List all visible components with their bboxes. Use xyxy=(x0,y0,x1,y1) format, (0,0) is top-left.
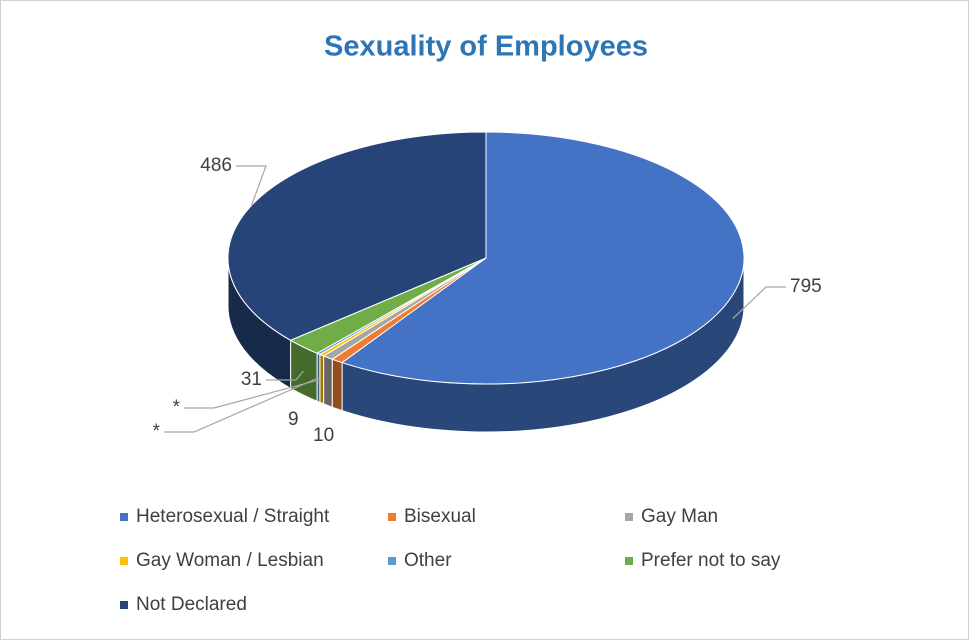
chart-title: Sexuality of Employees xyxy=(324,31,648,63)
legend-marker xyxy=(625,513,633,521)
legend-marker xyxy=(120,513,128,521)
leader-line xyxy=(184,378,322,409)
legend-marker xyxy=(120,601,128,609)
data-label: * xyxy=(173,397,181,418)
legend-label: Prefer not to say xyxy=(641,550,781,571)
data-label: 486 xyxy=(200,155,232,176)
legend-label: Gay Woman / Lesbian xyxy=(136,550,324,571)
legend-label: Not Declared xyxy=(136,594,247,615)
leader-line xyxy=(236,165,267,206)
leader-line xyxy=(732,286,786,320)
legend-marker xyxy=(120,557,128,565)
slice-side xyxy=(331,358,343,412)
data-label: 9 xyxy=(288,409,299,430)
slice-side xyxy=(323,355,333,408)
legend-label: Heterosexual / Straight xyxy=(136,506,330,527)
legend-label: Gay Man xyxy=(641,506,718,527)
data-label: 10 xyxy=(313,425,334,446)
data-label: 795 xyxy=(790,276,822,297)
legend-marker xyxy=(388,513,396,521)
legend-marker xyxy=(388,557,396,565)
legend-label: Bisexual xyxy=(404,506,476,527)
slice xyxy=(341,131,745,385)
leader-line xyxy=(266,370,304,381)
leader-line xyxy=(164,377,319,433)
legend-marker xyxy=(625,557,633,565)
data-label: * xyxy=(153,421,161,442)
legend-label: Other xyxy=(404,550,452,571)
data-label: 31 xyxy=(241,369,262,390)
